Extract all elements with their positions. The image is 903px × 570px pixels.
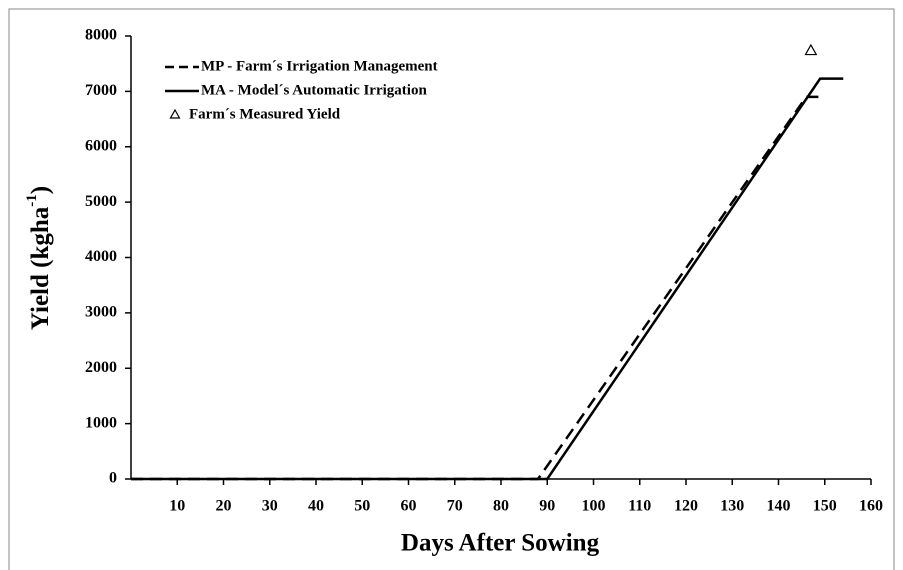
x-tick-label: 50 [354, 498, 370, 515]
y-tick-label: 4000 [85, 248, 117, 265]
legend-label: MA - Model´s Automatic Irrigation [201, 82, 427, 98]
y-tick-label: 2000 [85, 359, 117, 376]
y-tick-label: 8000 [85, 27, 117, 44]
x-tick-label: 30 [262, 498, 278, 515]
measured-point [804, 43, 818, 56]
x-tick-label: 100 [582, 498, 606, 515]
y-tick-label: 1000 [85, 414, 117, 431]
x-tick-label: 80 [493, 498, 509, 515]
x-axis-title: Days After Sowing [401, 530, 600, 557]
x-tick-label: 130 [720, 498, 744, 515]
x-tick-label: 10 [169, 498, 185, 515]
x-tick-label: 40 [308, 498, 324, 515]
x-tick-label: 160 [859, 498, 883, 515]
y-tick-label: 3000 [85, 304, 117, 321]
x-tick-label: 90 [539, 498, 555, 515]
series-line [131, 95, 821, 481]
y-axis-title-end: ) [27, 186, 54, 194]
x-tick-label: 70 [447, 498, 463, 515]
series-line [131, 77, 844, 481]
x-tick-label: 20 [216, 498, 232, 515]
y-tick-label: 5000 [85, 193, 117, 210]
x-tick-label: 110 [628, 498, 651, 515]
y-axis-title: Yield (kgha-1) [24, 186, 53, 330]
legend-marker [169, 108, 181, 119]
y-axis-title-sup: -1 [24, 194, 40, 207]
x-tick-label: 150 [813, 498, 837, 515]
y-tick-label: 0 [109, 470, 117, 487]
legend-label: MP - Farm´s Irrigation Management [201, 58, 438, 74]
x-tick-label: 140 [767, 498, 791, 515]
y-tick-label: 7000 [85, 82, 117, 99]
legend-label: Farm´s Measured Yield [189, 106, 341, 122]
x-tick-label: 60 [401, 498, 417, 515]
y-tick-label: 6000 [85, 137, 117, 154]
y-axis-title-main: Yield (kgha [27, 206, 54, 330]
frame [8, 8, 895, 570]
x-tick-label: 120 [674, 498, 698, 515]
